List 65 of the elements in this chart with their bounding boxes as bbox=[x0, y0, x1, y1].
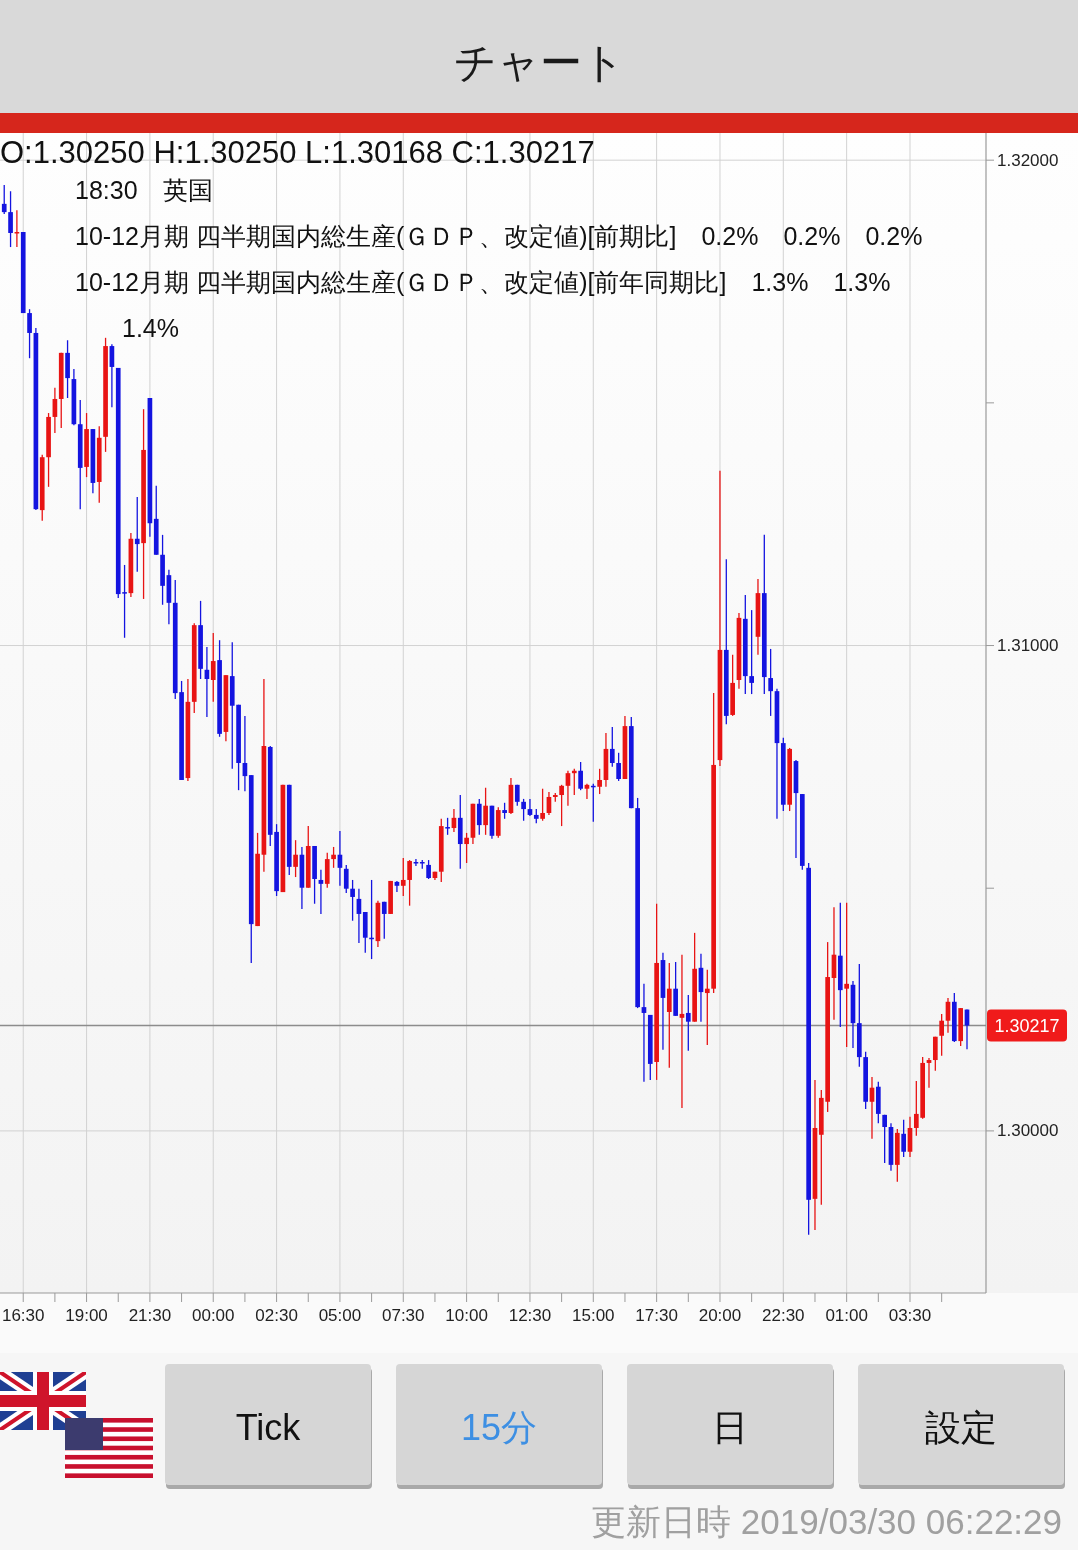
candlestick bbox=[293, 839, 298, 878]
candlestick bbox=[413, 858, 419, 867]
candlestick bbox=[521, 798, 526, 822]
annotation: O:1.30250 H:1.30250 L:1.30168 C:1.30217 bbox=[0, 134, 595, 170]
candlestick bbox=[844, 902, 849, 1048]
candlestick bbox=[901, 1119, 906, 1158]
candlestick bbox=[666, 962, 672, 1069]
candlestick bbox=[426, 859, 431, 880]
x-tick-label: 17:30 bbox=[635, 1305, 678, 1325]
candlestick bbox=[483, 787, 488, 836]
x-tick-label: 16:30 bbox=[1, 1305, 45, 1325]
candlestick bbox=[559, 784, 564, 827]
candlestick bbox=[343, 864, 349, 894]
x-tick-label: 22:30 bbox=[762, 1305, 805, 1325]
ref-line-label: 1.30217 bbox=[994, 1015, 1060, 1036]
y-tick-label: 1.31000 bbox=[997, 636, 1059, 656]
candlestick bbox=[540, 788, 545, 822]
x-tick-label: 03:30 bbox=[888, 1305, 932, 1325]
candlestick bbox=[381, 901, 387, 940]
candlestick bbox=[685, 994, 691, 1052]
annotation: 10-12月期 四半期国内総生産(ＧＤＰ、改定値)[前期比] 0.2% 0.2% 0.2% bbox=[75, 221, 924, 252]
candlestick bbox=[8, 190, 13, 248]
candlestick bbox=[1, 184, 7, 215]
candlestick bbox=[27, 308, 32, 359]
y-tick-label: 1.30000 bbox=[997, 1121, 1059, 1141]
text: 日 bbox=[712, 1406, 748, 1448]
candlestick bbox=[476, 798, 482, 836]
candlestick bbox=[407, 859, 412, 907]
candlestick bbox=[578, 761, 583, 791]
candlestick bbox=[597, 768, 602, 795]
candlestick bbox=[768, 648, 773, 717]
candlestick bbox=[134, 496, 140, 573]
annotation: 10-12月期 四半期国内総生産(ＧＤＰ、改定値)[前年同期比] 1.3% 1.3% 1.4% bbox=[75, 267, 892, 344]
chart-title: チャート bbox=[453, 38, 625, 86]
text: 15分 bbox=[460, 1406, 538, 1448]
x-tick-label: 20:00 bbox=[698, 1305, 742, 1325]
candlestick bbox=[14, 209, 20, 248]
candlestick bbox=[749, 609, 754, 695]
candlestick bbox=[350, 879, 355, 922]
candlestick bbox=[704, 969, 710, 1046]
candlestick bbox=[882, 1114, 887, 1164]
x-tick-label: 19:00 bbox=[65, 1305, 108, 1325]
text: 更新日時 2019/03/30 06:22:29 bbox=[591, 1501, 1062, 1541]
x-tick-label: 00:00 bbox=[191, 1305, 235, 1325]
x-tick-label: 12:30 bbox=[508, 1305, 552, 1325]
x-tick-label: 10:00 bbox=[445, 1305, 488, 1325]
candlestick bbox=[609, 726, 615, 768]
y-tick-label: 1.32000 bbox=[997, 150, 1059, 170]
candlestick bbox=[932, 1036, 938, 1072]
candlestick bbox=[400, 857, 406, 897]
x-tick-label: 15:00 bbox=[572, 1305, 615, 1325]
x-tick-label: 05:00 bbox=[318, 1305, 362, 1325]
text: 設定 bbox=[925, 1406, 997, 1448]
annotation: 18:30 英国 bbox=[75, 176, 213, 204]
candlestick bbox=[571, 768, 577, 796]
candlestick bbox=[464, 832, 469, 864]
x-tick-label: 01:00 bbox=[825, 1305, 868, 1325]
candlestick bbox=[616, 752, 621, 782]
x-tick-label: 21:30 bbox=[128, 1305, 172, 1325]
text: Tick bbox=[235, 1406, 302, 1448]
x-tick-label: 02:30 bbox=[255, 1305, 298, 1325]
candlestick bbox=[331, 846, 336, 869]
x-tick-label: 07:30 bbox=[381, 1305, 425, 1325]
candlestick bbox=[939, 1013, 945, 1057]
candlestick bbox=[210, 632, 216, 703]
